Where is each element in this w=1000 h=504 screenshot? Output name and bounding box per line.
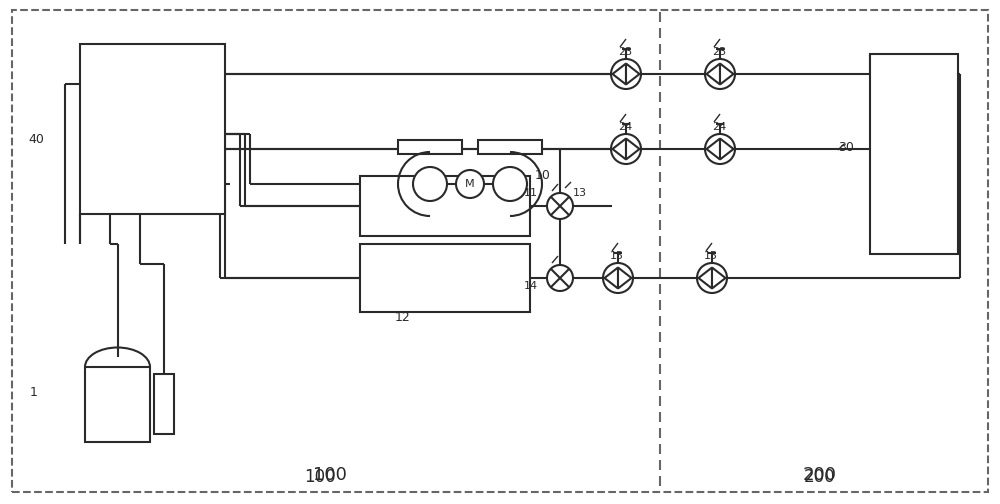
Circle shape [547,193,573,219]
Bar [478,140,542,154]
Text: 200: 200 [804,468,836,486]
Circle shape [413,167,447,201]
Text: 13: 13 [573,188,587,198]
Circle shape [611,59,641,89]
Text: 24: 24 [618,122,632,132]
Text: 40: 40 [28,133,44,146]
Circle shape [611,134,641,164]
Text: 100: 100 [304,468,336,486]
Polygon shape [612,64,626,85]
Text: 30: 30 [838,141,854,154]
Polygon shape [604,268,618,288]
Polygon shape [720,139,734,159]
Bar [80,44,225,214]
Text: 24: 24 [712,122,726,132]
Bar [398,140,462,154]
Bar [360,244,530,312]
Bar [154,374,174,434]
Circle shape [603,263,633,293]
Bar [85,367,150,442]
Polygon shape [626,64,640,85]
Text: 200: 200 [803,466,837,484]
Text: 23: 23 [618,47,632,57]
Polygon shape [706,64,720,85]
Polygon shape [626,139,640,159]
Text: 23: 23 [712,47,726,57]
Circle shape [705,59,735,89]
Text: 10: 10 [535,169,551,182]
Polygon shape [612,139,626,159]
Polygon shape [698,268,712,288]
Circle shape [697,263,727,293]
Circle shape [456,170,484,198]
Text: 100: 100 [313,466,347,484]
Circle shape [547,265,573,291]
Polygon shape [618,268,632,288]
Circle shape [493,167,527,201]
Bar [870,54,958,254]
Text: 11: 11 [524,188,538,198]
Polygon shape [712,268,726,288]
Text: 14: 14 [524,281,538,291]
Text: 1: 1 [30,386,38,399]
Circle shape [705,134,735,164]
Text: 12: 12 [395,311,411,324]
Text: 15: 15 [610,251,624,261]
Bar [360,176,530,236]
Text: 15: 15 [704,251,718,261]
Text: M: M [465,179,475,189]
Polygon shape [706,139,720,159]
Polygon shape [720,64,734,85]
